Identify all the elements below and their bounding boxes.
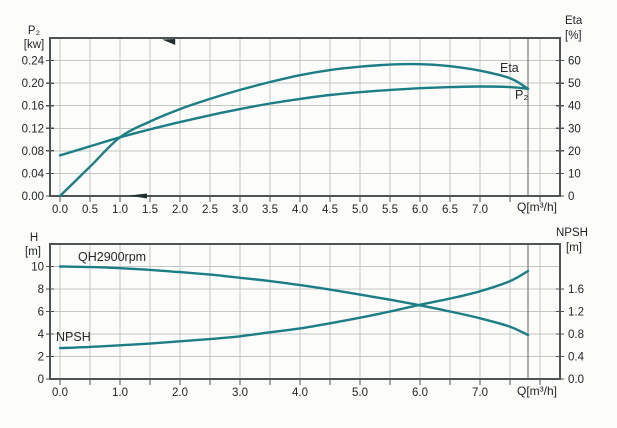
left-tick-label: 4	[38, 329, 45, 341]
left-tick-label: 8	[38, 284, 44, 296]
x-tick-label: 2.0	[172, 387, 188, 399]
x-tick-label: 2.0	[172, 204, 188, 216]
top-flow-axis-unit: Q[m³/h]	[517, 200, 558, 214]
right-tick-label: 1.6	[568, 284, 584, 296]
x-tick-label: 0.0	[52, 204, 68, 216]
qh-curve	[58, 265, 530, 337]
eta-curve-label: Eta	[500, 61, 519, 75]
x-tick-label: 5.0	[352, 387, 368, 399]
left-tick-label: 0.16	[22, 101, 44, 113]
right-tick-label: 20	[568, 146, 581, 158]
left-tick-label: 10	[31, 262, 44, 274]
eta-axis-unit: [%]	[565, 30, 582, 42]
right-tick-label: 0.0	[568, 374, 584, 386]
x-tick-label: 6.0	[412, 204, 428, 216]
x-tick-label: 3.5	[262, 204, 278, 216]
x-tick-label: 6.0	[412, 387, 428, 399]
p2-curve-label: P₂	[515, 88, 529, 102]
head-axis-unit: [m]	[25, 246, 41, 258]
plot-frame	[49, 37, 561, 197]
x-tick-label: 1.0	[112, 387, 128, 399]
tick-marks	[46, 265, 564, 385]
head-axis-title: H	[29, 232, 39, 244]
left-tick-label: 0.24	[22, 56, 45, 68]
left-tick-label: 6	[38, 307, 44, 319]
gridlines	[50, 38, 560, 196]
x-tick-label: 4.5	[322, 204, 338, 216]
marker-arrow	[129, 193, 147, 199]
right-tick-label: 40	[568, 101, 581, 113]
gridlines	[50, 244, 560, 379]
left-tick-label: 0.08	[22, 146, 44, 158]
right-tick-label: 10	[568, 168, 581, 180]
qh-curve-label: QH2900rpm	[78, 250, 147, 264]
left-tick-label: 0.20	[22, 78, 44, 90]
right-tick-label: 0.4	[568, 352, 585, 364]
x-tick-label: 0.5	[82, 204, 98, 216]
x-tick-label: 5.5	[382, 204, 398, 216]
tick-marks	[46, 59, 564, 202]
x-tick-label: 6.5	[442, 204, 458, 216]
npsh-axis-title: NPSH	[556, 227, 588, 239]
p2-curve	[58, 85, 530, 157]
x-tick-label: 3.0	[232, 387, 248, 399]
marker-arrow	[162, 39, 176, 45]
eta-curve	[58, 62, 530, 198]
eta-axis-title: Eta	[565, 15, 583, 27]
x-tick-label: 0.0	[52, 387, 68, 399]
bottom-flow-axis-unit: Q[m³/h]	[517, 384, 558, 398]
left-tick-label: 0.12	[22, 123, 44, 135]
power-efficiency-chart: 0.240.200.160.120.080.040.00605040302010…	[22, 37, 581, 216]
x-tick-label: 2.5	[202, 204, 218, 216]
right-tick-label: 1.2	[568, 307, 584, 319]
left-tick-label: 2	[38, 352, 44, 364]
x-tick-label: 4.0	[292, 204, 308, 216]
x-tick-label: 5.0	[352, 204, 368, 216]
npsh-curve	[58, 269, 530, 350]
x-tick-label: 4.0	[292, 387, 308, 399]
npsh-curve-label: NPSH	[56, 330, 91, 344]
x-tick-label: 1.0	[112, 204, 128, 216]
x-tick-label: 7.0	[472, 204, 488, 216]
left-tick-label: 0.04	[22, 168, 45, 180]
x-tick-label: 1.5	[142, 204, 158, 216]
left-tick-label: 0	[38, 374, 44, 386]
right-tick-label: 50	[568, 78, 581, 90]
right-tick-label: 30	[568, 123, 581, 135]
tick-labels: 10 8 6 4 2 0 1.6 1.2 0.8 0.4 0.0 0.0 1.0 2.0 3.0 4.0 5.0…	[31, 262, 584, 400]
x-tick-label: 3.0	[232, 204, 248, 216]
right-tick-label: 0.8	[568, 329, 584, 341]
head-npsh-chart: 10 8 6 4 2 0 1.6 1.2 0.8 0.4 0.0 0.0 1.0 2.0 3.0 4.0 5.0…	[31, 243, 585, 400]
tick-labels: 0.240.200.160.120.080.040.00605040302010…	[22, 56, 581, 216]
x-tick-label: 7.0	[472, 387, 488, 399]
npsh-axis-unit: [m]	[566, 242, 582, 254]
left-tick-label: 0.00	[22, 191, 44, 203]
right-tick-label: 0	[568, 191, 574, 203]
p2-axis-unit: [kw]	[23, 39, 45, 51]
p2-axis-title: P₂	[27, 25, 41, 37]
right-tick-label: 60	[568, 56, 581, 68]
